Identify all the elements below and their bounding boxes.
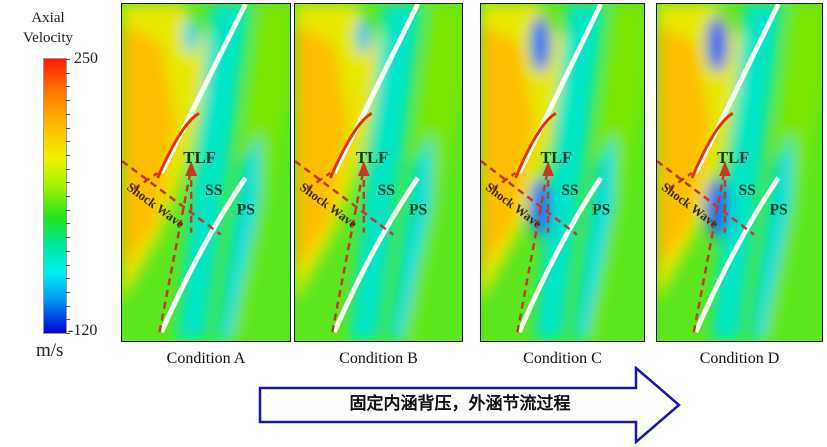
colorbar-tick <box>66 141 70 143</box>
contour-panel-b: TLF SS PS Shock Wave <box>294 3 463 342</box>
condition-label-c: Condition C <box>523 350 602 367</box>
svg-text:PS: PS <box>409 202 428 219</box>
contour-panel-a: TLF SS PS Shock Wave <box>121 3 291 342</box>
contour-plot-a: TLF SS PS Shock Wave <box>122 4 290 341</box>
colorbar-tick <box>66 154 70 156</box>
colorbar-tick <box>66 264 70 266</box>
colorbar-tick <box>66 319 70 321</box>
svg-text:TLF: TLF <box>356 148 388 167</box>
colorbar-title: Axial Velocity <box>0 8 96 48</box>
colorbar-tick <box>66 333 70 334</box>
condition-label-d: Condition D <box>699 350 780 367</box>
colorbar-tick <box>66 182 70 184</box>
colorbar-tick <box>66 196 70 197</box>
contour-plot-d: TLF SS PS Shock Wave <box>657 4 822 341</box>
colorbar-tick <box>66 250 70 252</box>
colorbar <box>43 58 67 334</box>
colorbar-tick <box>66 237 70 239</box>
colorbar-min-label: -120 <box>68 322 98 339</box>
colorbar-tick <box>66 86 70 88</box>
colorbar-tick <box>66 291 70 293</box>
process-arrow-text: 固定内涵背压，外涵节流过程 <box>349 394 571 414</box>
svg-text:TLF: TLF <box>717 148 749 167</box>
colorbar-tick <box>66 209 70 211</box>
svg-text:PS: PS <box>237 202 256 219</box>
colorbar-tick <box>66 168 70 170</box>
contour-panel-c: TLF SS PS Shock Wave <box>480 3 645 342</box>
colorbar-title-line1: Axial <box>31 10 65 26</box>
contour-plot-c: TLF SS PS Shock Wave <box>481 4 644 341</box>
colorbar-tick <box>66 278 70 280</box>
colorbar-tick <box>66 223 70 225</box>
svg-text:PS: PS <box>592 202 610 219</box>
colorbar-tick <box>66 127 70 129</box>
colorbar-unit-label: m/s <box>36 340 64 361</box>
colorbar-tick <box>66 305 70 307</box>
svg-text:SS: SS <box>378 182 396 199</box>
colorbar-tick <box>66 59 70 60</box>
colorbar-max-label: 250 <box>74 50 98 67</box>
colorbar-title-line2: Velocity <box>23 30 73 46</box>
colorbar-tick <box>66 100 70 102</box>
contour-plot-b: TLF SS PS Shock Wave <box>295 4 462 341</box>
svg-text:SS: SS <box>205 182 223 199</box>
condition-label-a: Condition A <box>166 350 246 367</box>
svg-text:PS: PS <box>770 202 788 219</box>
svg-text:TLF: TLF <box>540 148 572 167</box>
svg-text:SS: SS <box>562 182 579 199</box>
contour-panel-d: TLF SS PS Shock Wave <box>656 3 823 342</box>
svg-text:TLF: TLF <box>183 148 216 167</box>
condition-label-b: Condition B <box>339 350 418 367</box>
process-arrow-icon <box>258 366 681 444</box>
colorbar-tick <box>66 72 70 74</box>
colorbar-tick <box>66 113 70 115</box>
svg-text:SS: SS <box>739 182 757 199</box>
